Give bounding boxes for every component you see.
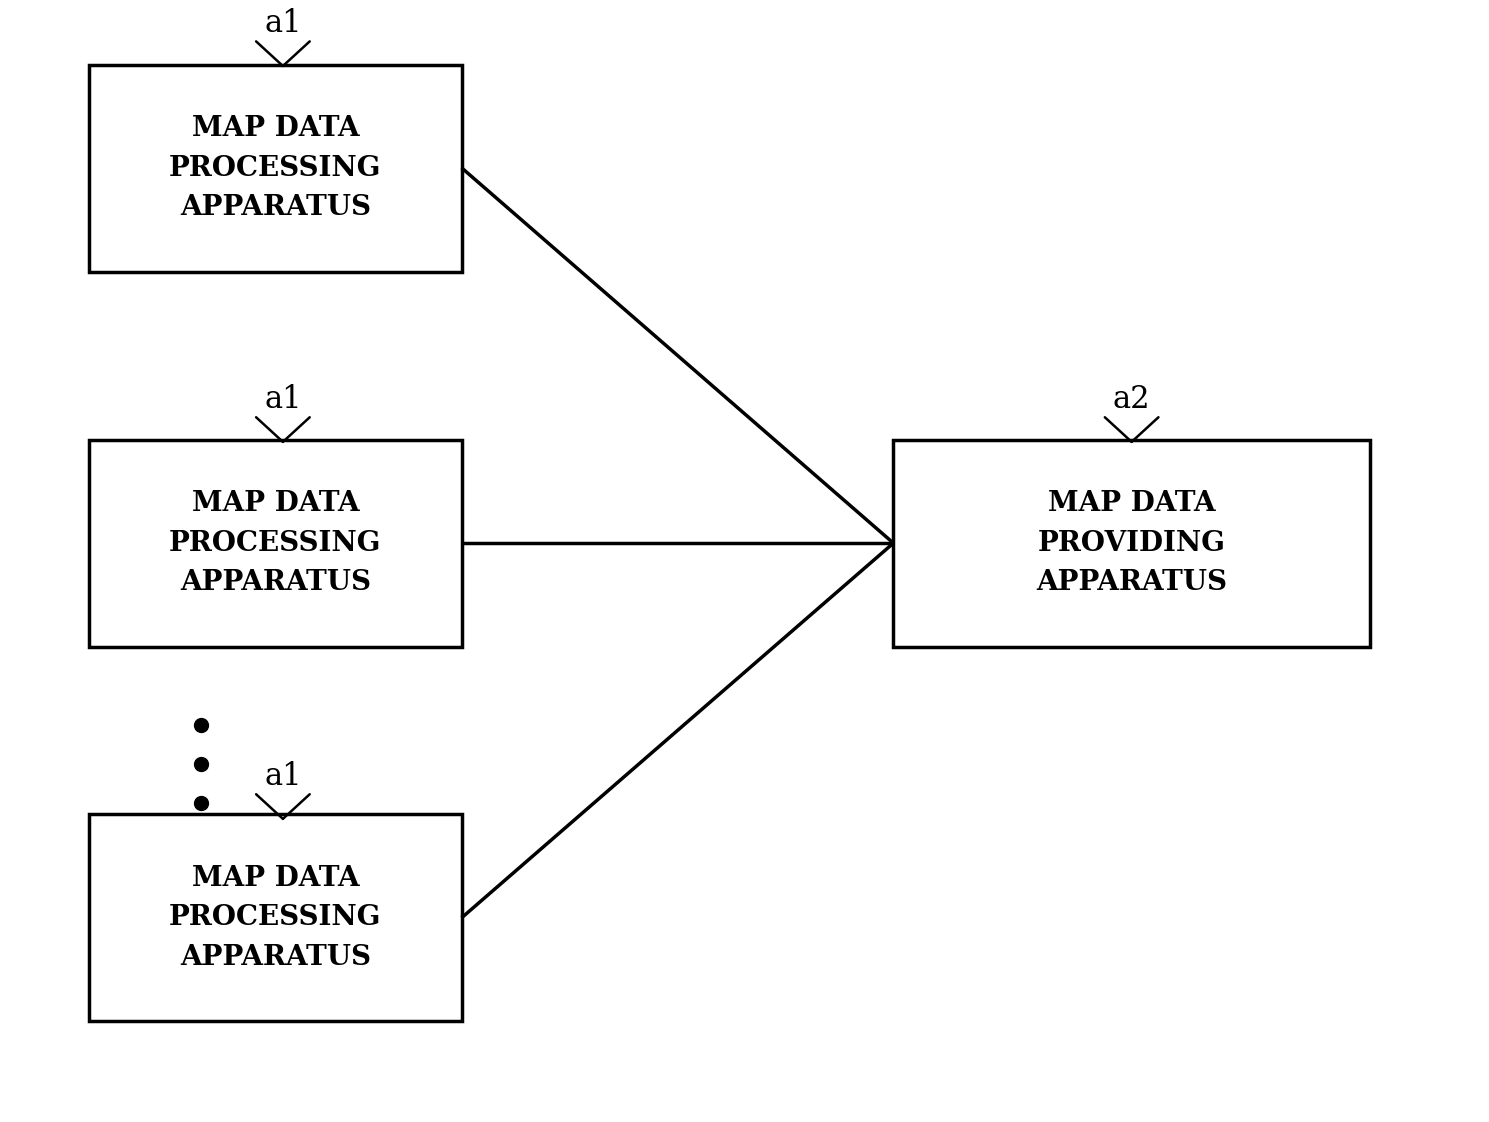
Text: a1: a1	[264, 8, 302, 39]
Bar	[89, 815, 462, 1021]
Text: MAP DATA
PROCESSING
APPARATUS: MAP DATA PROCESSING APPARATUS	[170, 490, 381, 596]
Text: MAP DATA
PROCESSING
APPARATUS: MAP DATA PROCESSING APPARATUS	[170, 865, 381, 971]
Text: MAP DATA
PROVIDING
APPARATUS: MAP DATA PROVIDING APPARATUS	[1036, 490, 1227, 596]
Text: a1: a1	[264, 384, 302, 415]
Text: a2: a2	[1112, 384, 1151, 415]
Text: MAP DATA
PROCESSING
APPARATUS: MAP DATA PROCESSING APPARATUS	[170, 116, 381, 221]
Bar	[89, 65, 462, 272]
Bar	[89, 440, 462, 646]
Bar	[893, 440, 1370, 646]
Text: a1: a1	[264, 761, 302, 792]
